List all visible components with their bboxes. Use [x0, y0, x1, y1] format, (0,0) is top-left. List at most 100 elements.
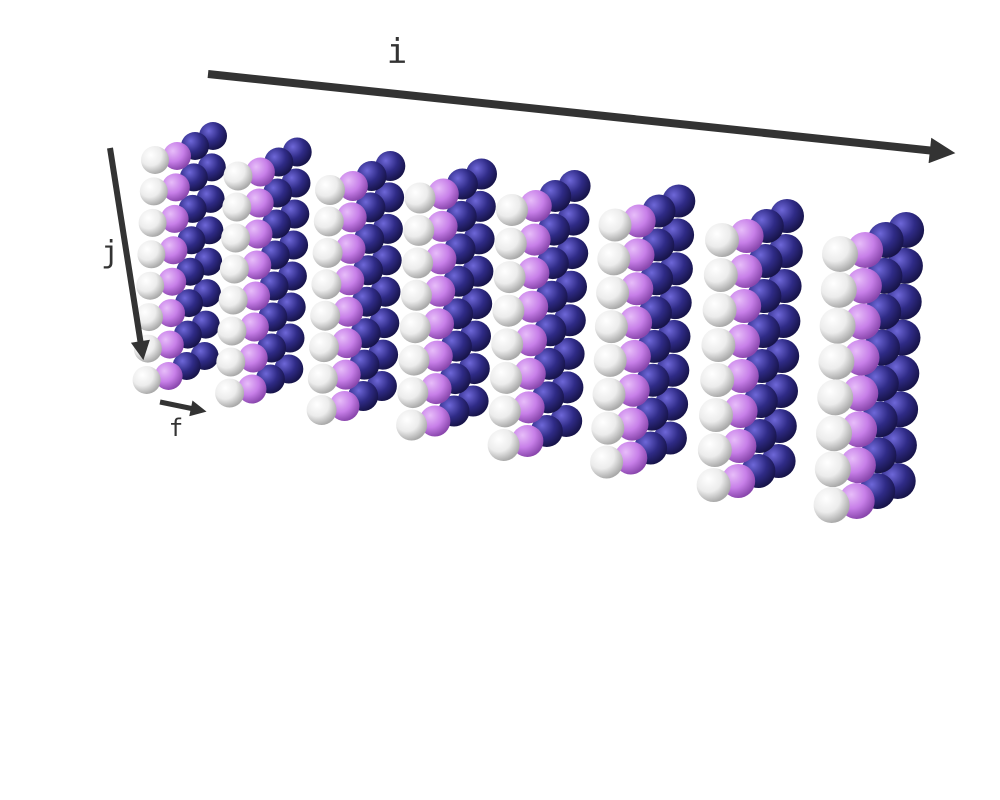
- sphere-white: [310, 300, 341, 331]
- sphere-white: [590, 445, 624, 479]
- sphere-white: [699, 398, 733, 432]
- sphere-violet: [426, 210, 458, 242]
- sphere-white: [491, 328, 524, 361]
- sphere-white: [592, 377, 626, 411]
- sphere-violet: [337, 171, 368, 201]
- sphere-white: [136, 271, 165, 300]
- sphere-violet: [161, 173, 190, 202]
- sphere-violet: [516, 290, 549, 323]
- sphere-violet: [238, 343, 268, 373]
- sphere-white: [137, 240, 166, 269]
- sphere-white: [597, 242, 631, 276]
- sphere-violet: [243, 219, 273, 249]
- sphere-white: [488, 395, 521, 428]
- sphere-white: [703, 258, 738, 292]
- sphere-white: [399, 312, 431, 344]
- sphere-violet: [158, 267, 187, 296]
- sphere-violet: [336, 202, 367, 233]
- sphere-violet: [241, 281, 271, 311]
- sphere-white: [701, 328, 736, 362]
- sphere-white: [403, 214, 435, 246]
- sphere-white: [820, 271, 857, 308]
- sphere-white: [218, 285, 248, 315]
- sphere-white: [397, 377, 429, 409]
- sphere-violet: [512, 391, 545, 424]
- sphere-white: [309, 332, 339, 363]
- sphere-white: [814, 451, 851, 488]
- sphere-violet: [616, 373, 650, 407]
- sphere-white: [700, 363, 735, 397]
- sphere-violet: [334, 265, 365, 296]
- sphere-white: [223, 161, 253, 191]
- sphere-white: [219, 254, 249, 284]
- sphere-white: [490, 361, 522, 394]
- sphere-white: [593, 343, 627, 377]
- sphere-white: [594, 310, 628, 344]
- sphere-violet: [425, 243, 457, 275]
- sphere-violet: [621, 238, 655, 272]
- sphere-white: [396, 409, 428, 441]
- sphere-violet: [157, 299, 185, 328]
- sphere-violet: [620, 272, 654, 306]
- sphere-violet: [519, 190, 552, 222]
- sphere-violet: [159, 236, 188, 265]
- sphere-violet: [419, 405, 451, 437]
- sphere-white: [138, 208, 167, 237]
- sphere-white: [697, 433, 732, 467]
- axes: i j f: [101, 32, 956, 442]
- sphere-violet: [511, 425, 544, 457]
- sphere-white: [819, 307, 856, 344]
- sphere-violet: [421, 340, 453, 372]
- sphere-white: [696, 468, 731, 502]
- sphere-violet: [335, 233, 366, 264]
- sphere-violet: [517, 257, 550, 290]
- sphere-grid: [132, 122, 925, 523]
- sphere-white: [400, 279, 432, 311]
- sphere-white: [141, 146, 169, 174]
- sphere-violet: [329, 391, 360, 421]
- sphere-white: [492, 294, 525, 327]
- axis-i-label: i: [387, 32, 407, 72]
- sphere-violet: [330, 359, 361, 390]
- sphere-white: [404, 182, 436, 214]
- sphere-violet: [155, 330, 184, 359]
- sphere-violet: [242, 250, 272, 280]
- sphere-white: [487, 429, 520, 461]
- sphere-white: [215, 378, 245, 408]
- sphere-violet: [615, 407, 649, 441]
- sphere-white: [398, 344, 430, 376]
- sphere-white: [307, 363, 338, 394]
- sphere-white: [315, 175, 345, 205]
- sphere-white: [813, 487, 850, 523]
- sphere-violet: [614, 441, 648, 475]
- sphere-white: [817, 379, 854, 416]
- sphere-white: [496, 194, 528, 226]
- sphere-violet: [331, 328, 362, 359]
- sphere-white: [217, 316, 247, 346]
- sphere-violet: [244, 188, 274, 218]
- axis-f-arrow: [159, 399, 207, 417]
- sphere-violet: [617, 339, 651, 373]
- sphere-violet: [622, 204, 656, 238]
- sphere-white: [306, 395, 337, 425]
- sphere-violet: [518, 223, 551, 256]
- sphere-violet: [427, 178, 459, 210]
- sphere-violet: [163, 142, 191, 170]
- axis-j-arrow: [107, 147, 150, 361]
- sphere-violet: [424, 275, 456, 307]
- sphere-white: [702, 293, 737, 327]
- sphere-white: [216, 347, 246, 377]
- sphere-white: [816, 415, 852, 452]
- sphere-white: [222, 192, 252, 222]
- sphere-white: [313, 206, 344, 237]
- sphere-violet: [245, 157, 275, 187]
- sphere-white: [221, 223, 251, 253]
- sphere-violet: [160, 204, 189, 233]
- axis-i-arrow: [207, 70, 956, 164]
- sphere-white: [139, 177, 168, 206]
- sphere-violet: [239, 312, 269, 342]
- sphere-white: [494, 227, 527, 260]
- sphere-white: [822, 236, 858, 272]
- sphere-violet: [333, 296, 364, 327]
